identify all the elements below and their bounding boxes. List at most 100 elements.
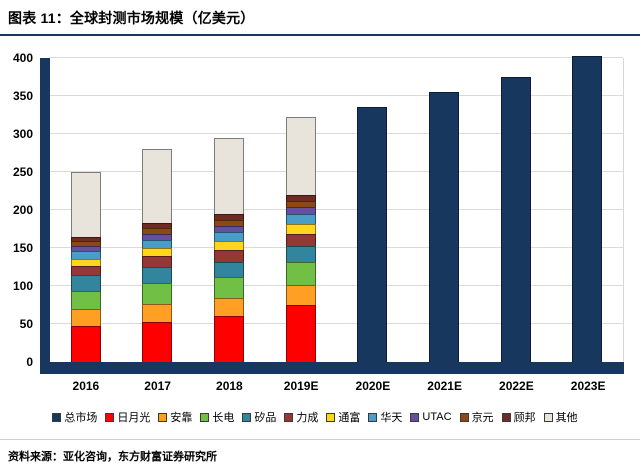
gridline (50, 323, 623, 324)
bar-segment-其他[interactable] (285, 117, 316, 195)
bar-segment-华天[interactable] (285, 213, 316, 224)
bar-segment-长电[interactable] (70, 290, 101, 309)
bar-segment-矽品[interactable] (142, 267, 173, 283)
bar-segment-UTAC[interactable] (142, 233, 173, 240)
chart-inner: 0 50 100 150 200 250 300 350 400 2016 2017 2018 201… (6, 52, 624, 393)
bar-segment-长电[interactable] (142, 283, 173, 305)
bar-column-2022E (480, 58, 552, 362)
bar-segment-日月光[interactable] (70, 325, 101, 362)
bar-segment-通富[interactable] (285, 223, 316, 234)
bar-segment-京元[interactable] (214, 219, 245, 227)
legend-item-其他[interactable]: 其他 (543, 409, 578, 425)
plot-area (40, 55, 624, 362)
bar-segment-矽品[interactable] (285, 245, 316, 263)
legend-label: 其他 (555, 412, 578, 424)
bar-segment-其他[interactable] (142, 149, 173, 223)
bar-segment-京元[interactable] (285, 200, 316, 207)
legend-swatch (158, 412, 168, 422)
bar-segment-安靠[interactable] (142, 304, 173, 322)
legend-label: 矽品 (254, 412, 277, 424)
y-tick-label: 50 (19, 317, 33, 331)
bar-2020E[interactable] (357, 58, 388, 362)
figure-title: 图表 11：全球封测市场规模（亿美元） (8, 10, 255, 26)
bar-segment-UTAC[interactable] (214, 226, 245, 233)
legend-swatch (284, 412, 294, 422)
bar-2019E[interactable] (285, 58, 316, 362)
bar-segment-总市场[interactable] (572, 55, 603, 362)
legend-item-长电[interactable]: 长电 (200, 409, 234, 425)
bar-2021E[interactable] (428, 58, 459, 362)
chart: 0 50 100 150 200 250 300 350 400 2016 2017 2018 201… (0, 52, 640, 425)
bar-column-2019E (265, 58, 337, 362)
bar-segment-日月光[interactable] (214, 316, 245, 362)
bar-2022E[interactable] (500, 58, 531, 362)
bar-column-2021E (408, 58, 480, 362)
bar-segment-长电[interactable] (214, 276, 245, 299)
legend-label: 京元 (471, 412, 494, 424)
bar-segment-京元[interactable] (70, 241, 101, 246)
bar-segment-通富[interactable] (70, 258, 101, 267)
legend-label: 顾邦 (513, 412, 536, 424)
legend-item-矽品[interactable]: 矽品 (242, 409, 276, 425)
bar-segment-长电[interactable] (285, 262, 316, 286)
bar-segment-顾邦[interactable] (142, 223, 173, 229)
legend-item-日月光[interactable]: 日月光 (105, 409, 150, 425)
bar-segment-顾邦[interactable] (70, 236, 101, 242)
legend-item-华天[interactable]: 华天 (368, 409, 402, 425)
bar-segment-通富[interactable] (214, 241, 245, 251)
legend-item-通富[interactable]: 通富 (326, 409, 360, 425)
legend-label: 力成 (296, 412, 319, 424)
bar-segment-力成[interactable] (142, 256, 173, 268)
legend-swatch (200, 412, 210, 422)
legend-item-总市场[interactable]: 总市场 (52, 409, 97, 425)
bar-segment-顾邦[interactable] (214, 213, 245, 220)
bar-2023E[interactable] (572, 55, 603, 362)
bar-segment-总市场[interactable] (357, 107, 388, 362)
y-tick-label: 100 (12, 279, 33, 293)
legend-item-顾邦[interactable]: 顾邦 (501, 409, 536, 425)
bar-segment-力成[interactable] (70, 266, 101, 276)
bar-segment-安靠[interactable] (70, 308, 101, 326)
bar-segment-其他[interactable] (70, 172, 101, 237)
bar-segment-日月光[interactable] (142, 321, 173, 362)
bar-segment-力成[interactable] (214, 250, 245, 262)
bar-segment-通富[interactable] (142, 248, 173, 257)
bar-segment-总市场[interactable] (428, 92, 459, 362)
bar-segment-顾邦[interactable] (285, 194, 316, 201)
bar-segment-矽品[interactable] (70, 275, 101, 291)
axis-wall (40, 58, 50, 362)
legend-swatch (105, 412, 115, 422)
y-tick-label: 250 (12, 165, 33, 179)
bar-2017[interactable] (142, 58, 173, 362)
x-tick-label: 2016 (72, 379, 100, 393)
bar-segment-UTAC[interactable] (70, 245, 101, 252)
legend-item-京元[interactable]: 京元 (459, 409, 494, 425)
bar-segment-京元[interactable] (142, 228, 173, 234)
bar-segment-日月光[interactable] (285, 305, 316, 362)
bar-segment-华天[interactable] (142, 239, 173, 249)
legend-item-UTAC[interactable]: UTAC (410, 411, 452, 423)
bar-segment-安靠[interactable] (285, 285, 316, 305)
bar-segment-总市场[interactable] (500, 77, 531, 362)
x-tick-label: 2020E (355, 379, 391, 393)
bar-segment-矽品[interactable] (214, 261, 245, 277)
gridline (50, 133, 623, 134)
bar-2018[interactable] (214, 58, 245, 362)
bar-segment-华天[interactable] (214, 232, 245, 242)
legend-swatch (410, 412, 420, 422)
x-tick-label: 2021E (427, 379, 462, 393)
bar-segment-力成[interactable] (285, 233, 316, 246)
bar-segment-安靠[interactable] (214, 298, 245, 317)
legend-swatch (326, 412, 336, 422)
legend-item-力成[interactable]: 力成 (284, 409, 318, 425)
bar-segment-UTAC[interactable] (285, 207, 316, 214)
bar-2016[interactable] (70, 58, 101, 362)
legend-label: 通富 (338, 412, 361, 424)
gridline (50, 171, 623, 172)
bar-segment-其他[interactable] (214, 137, 245, 214)
legend-item-安靠[interactable]: 安靠 (158, 409, 192, 425)
legend-label: 长电 (212, 412, 235, 424)
bar-segment-华天[interactable] (70, 251, 101, 259)
gridline (50, 285, 623, 286)
y-tick-label: 350 (12, 89, 33, 103)
